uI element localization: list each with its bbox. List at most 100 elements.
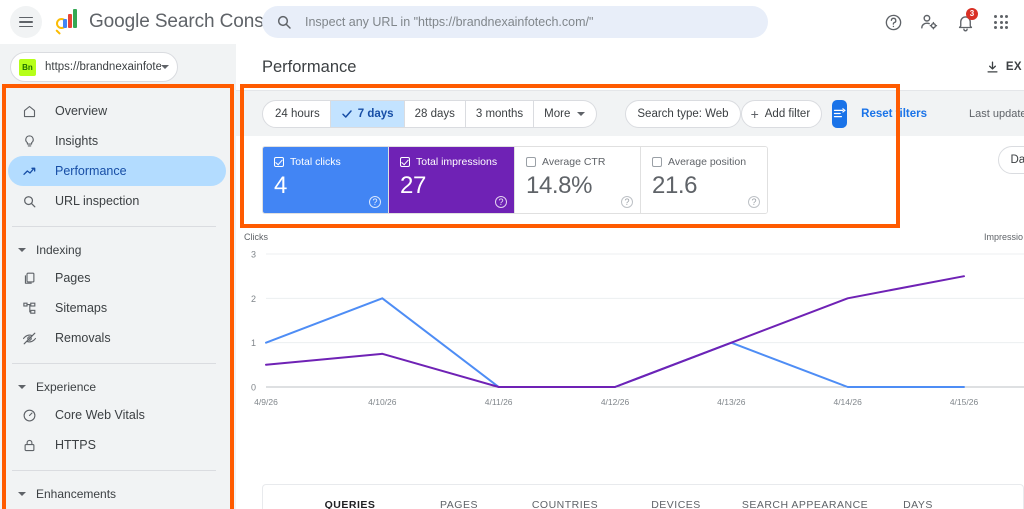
checkbox-unchecked-icon[interactable] — [526, 157, 536, 167]
search-type-filter[interactable]: Search type: Web — [625, 99, 741, 128]
sidebar-item-https[interactable]: HTTPS — [8, 430, 226, 460]
top-app-bar: Google Search Console — [0, 0, 1024, 44]
metric-label: Average position — [668, 156, 747, 168]
notification-badge: 3 — [966, 8, 978, 20]
sidebar-item-label: Overview — [55, 104, 108, 118]
dimension-tabs: QUERIES PAGES COUNTRIES DEVICES SEARCH A… — [263, 485, 1023, 509]
main-content: Performance EX 24 hours — [236, 44, 1024, 509]
divider — [12, 470, 216, 471]
trending-up-icon — [22, 163, 42, 179]
divider — [12, 363, 216, 364]
date-range-label: 28 days — [414, 107, 455, 120]
metric-card-total-impressions[interactable]: Total impressions 27 ? — [389, 147, 515, 213]
divider — [12, 226, 216, 227]
metric-value: 21.6 — [652, 172, 698, 199]
tab-days[interactable]: DAYS — [879, 499, 957, 509]
sidebar-group-indexing[interactable]: Indexing — [0, 237, 236, 263]
chevron-down-icon — [18, 385, 26, 389]
apps-grid-icon[interactable] — [986, 7, 1016, 37]
performance-chart-svg[interactable]: ClicksImpressio012304814/9/264/10/264/11… — [236, 230, 1024, 415]
metric-card-average-position[interactable]: Average position 21.6 ? — [641, 147, 767, 213]
brand-google: Google — [89, 11, 150, 32]
chevron-down-icon — [18, 248, 26, 252]
chevron-down-icon — [18, 492, 26, 496]
help-circle-icon[interactable]: ? — [369, 196, 381, 208]
hamburger-menu-icon[interactable] — [10, 6, 42, 38]
metric-card-total-clicks[interactable]: Total clicks 4 ? — [263, 147, 389, 213]
search-input[interactable] — [305, 15, 754, 29]
sidebar-group-experience[interactable]: Experience — [0, 374, 236, 400]
metric-label-row: Average position — [652, 156, 757, 168]
sidebar-item-pages[interactable]: Pages — [8, 263, 226, 293]
tab-label: DAYS — [903, 499, 933, 509]
home-icon — [22, 104, 42, 119]
checkbox-checked-icon[interactable] — [400, 157, 410, 167]
dimension-tabs-card: QUERIES PAGES COUNTRIES DEVICES SEARCH A… — [262, 484, 1024, 509]
reset-filters-button[interactable]: Reset filters — [861, 107, 927, 120]
tab-countries[interactable]: COUNTRIES — [509, 499, 621, 509]
sidebar-item-sitemaps[interactable]: Sitemaps — [8, 293, 226, 323]
granularity-label: Daily — [1010, 154, 1024, 166]
svg-text:3: 3 — [251, 250, 256, 260]
svg-text:0: 0 — [251, 383, 256, 393]
sidebar-item-label: URL inspection — [55, 194, 140, 208]
sidebar-group-label: Experience — [36, 380, 97, 394]
svg-text:1: 1 — [251, 338, 256, 348]
property-favicon: Bn — [19, 58, 36, 76]
plus-icon: + — [750, 105, 759, 122]
check-icon — [341, 108, 353, 120]
sidebar-item-label: Sitemaps — [55, 301, 108, 315]
date-range-more[interactable]: More — [534, 99, 598, 128]
sidebar-group-enhancements[interactable]: Enhancements — [0, 481, 236, 507]
url-inspection-search-bar[interactable] — [262, 6, 768, 38]
metric-value: 4 — [274, 172, 287, 199]
sidebar-item-url-inspection[interactable]: URL inspection — [8, 186, 226, 216]
lightbulb-icon — [22, 134, 42, 149]
svg-text:2: 2 — [251, 294, 256, 304]
granularity-selector[interactable]: Daily — [998, 146, 1024, 174]
sidebar-item-overview[interactable]: Overview — [8, 96, 226, 126]
checkbox-unchecked-icon[interactable] — [652, 157, 662, 167]
date-range-28-days[interactable]: 28 days — [404, 99, 466, 128]
tab-devices[interactable]: DEVICES — [621, 499, 731, 509]
sidebar-item-performance[interactable]: Performance — [8, 156, 226, 186]
add-filter-button[interactable]: + Add filter — [740, 99, 823, 128]
svg-text:Clicks: Clicks — [244, 232, 268, 242]
metric-label: Total impressions — [416, 156, 498, 168]
help-circle-icon[interactable] — [878, 7, 908, 37]
sidebar-nav: Overview Insights Performance — [0, 96, 236, 509]
tab-pages[interactable]: PAGES — [409, 499, 509, 509]
property-selector[interactable]: Bn https://brandnexainfote... — [10, 52, 178, 82]
date-range-7-days[interactable]: 7 days — [330, 99, 405, 128]
sidebar-item-label: Removals — [55, 331, 111, 345]
sidebar-item-insights[interactable]: Insights — [8, 126, 226, 156]
metric-value: 14.8% — [526, 172, 593, 199]
date-range-3-months[interactable]: 3 months — [465, 99, 535, 128]
sidebar-item-label: Performance — [55, 164, 127, 178]
sidebar-group-label: Indexing — [36, 243, 82, 257]
metric-card-average-ctr[interactable]: Average CTR 14.8% ? — [515, 147, 641, 213]
date-range-segmented-control: 24 hours 7 days 28 days 3 months — [262, 99, 598, 128]
sidebar-item-label: Insights — [55, 134, 99, 148]
add-filter-label: Add filter — [764, 107, 811, 120]
checkbox-checked-icon[interactable] — [274, 157, 284, 167]
filter-settings-icon[interactable] — [832, 99, 848, 128]
date-range-24-hours[interactable]: 24 hours — [262, 99, 331, 128]
tab-queries[interactable]: QUERIES — [291, 499, 409, 509]
svg-text:Impressio: Impressio — [984, 232, 1023, 242]
help-circle-icon[interactable]: ? — [495, 196, 507, 208]
search-icon — [277, 15, 291, 29]
notifications-bell-icon[interactable]: 3 — [950, 7, 980, 37]
sidebar-item-core-web-vitals[interactable]: Core Web Vitals — [8, 400, 226, 430]
metric-label-row: Average CTR — [526, 156, 630, 168]
page-title: Performance — [262, 57, 357, 76]
help-circle-icon[interactable]: ? — [621, 196, 633, 208]
account-settings-icon[interactable] — [914, 7, 944, 37]
sidebar-item-removals[interactable]: Removals — [8, 323, 226, 353]
tab-search-appearance[interactable]: SEARCH APPEARANCE — [731, 499, 879, 509]
date-range-label: 7 days — [357, 107, 394, 120]
help-circle-icon[interactable]: ? — [748, 196, 760, 208]
export-button[interactable]: EX — [985, 60, 1024, 75]
sidebar: Bn https://brandnexainfote... Overview — [0, 44, 236, 509]
